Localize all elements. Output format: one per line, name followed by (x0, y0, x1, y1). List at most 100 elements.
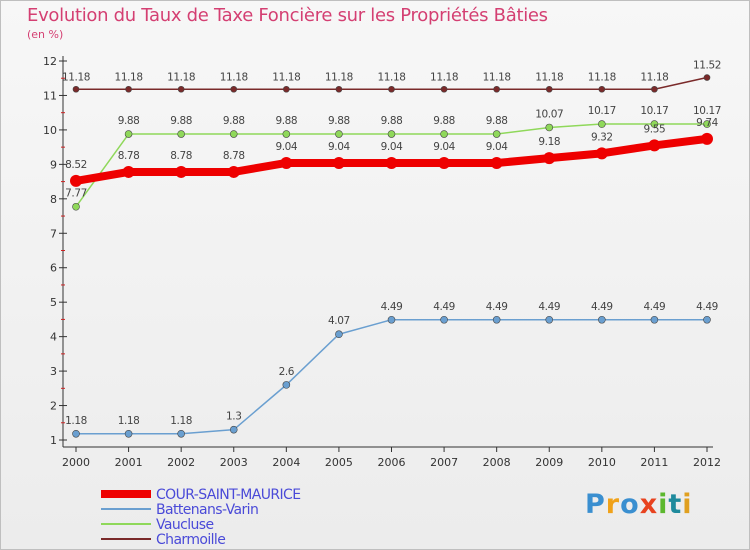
data-point-cour-saint-maurice-2006 (385, 156, 398, 169)
data-label-vaucluse-2010: 10.17 (588, 105, 616, 117)
data-point-battenans-varin-2012 (703, 315, 711, 324)
data-point-charmoille-2003 (230, 85, 238, 93)
x-tick-label-2009: 2009 (535, 456, 563, 469)
y-tick-label-1: 1 (50, 434, 57, 447)
y-tick-label-5: 5 (50, 296, 57, 309)
data-label-battenans-varin-2010: 4.49 (591, 301, 613, 313)
data-point-battenans-varin-2010 (598, 315, 606, 324)
data-label-cour-saint-maurice-2004: 9.04 (275, 141, 297, 153)
data-point-cour-saint-maurice-2004 (280, 156, 293, 169)
data-label-charmoille-2006: 11.18 (377, 71, 405, 83)
logo-letter: i (682, 489, 693, 520)
x-tick-label-2005: 2005 (325, 456, 353, 469)
data-point-charmoille-2010 (598, 85, 606, 93)
data-label-vaucluse-2003: 9.88 (223, 115, 245, 127)
data-label-cour-saint-maurice-2010: 9.32 (591, 131, 613, 143)
data-label-cour-saint-maurice-2006: 9.04 (381, 141, 403, 153)
data-point-cour-saint-maurice-2011 (648, 139, 661, 152)
data-label-vaucluse-2008: 9.88 (486, 115, 508, 127)
data-point-vaucluse-2011 (650, 120, 659, 128)
data-point-vaucluse-2003 (229, 130, 238, 138)
data-point-cour-saint-maurice-2008 (490, 156, 503, 169)
data-label-battenans-varin-2007: 4.49 (433, 301, 455, 313)
data-label-battenans-varin-2012: 4.49 (696, 301, 718, 313)
data-label-cour-saint-maurice-2001: 8.78 (118, 150, 140, 162)
data-point-cour-saint-maurice-2009 (543, 152, 556, 165)
data-point-battenans-varin-2001 (124, 429, 133, 438)
data-label-charmoille-2004: 11.18 (272, 71, 300, 83)
data-point-vaucluse-2002 (177, 130, 185, 138)
x-tick-label-2000: 2000 (62, 456, 90, 469)
chart-subtitle: (en %) (27, 28, 64, 41)
data-label-battenans-varin-2008: 4.49 (486, 301, 508, 313)
data-point-charmoille-2012 (703, 74, 711, 81)
data-point-battenans-varin-2005 (335, 330, 343, 339)
legend-label-charmoille: Charmoille (156, 532, 225, 548)
data-label-charmoille-2002: 11.18 (167, 71, 195, 83)
data-point-battenans-varin-2000 (72, 429, 80, 438)
y-tick-label-11: 11 (43, 89, 57, 102)
x-tick-label-2010: 2010 (588, 456, 616, 469)
data-label-vaucluse-2005: 9.88 (328, 115, 350, 127)
data-point-charmoille-2011 (651, 85, 658, 93)
y-tick-label-4: 4 (50, 331, 57, 344)
y-tick-label-2: 2 (50, 400, 57, 413)
legend-label-vaucluse: Vaucluse (156, 517, 214, 533)
data-point-cour-saint-maurice-2003 (227, 165, 240, 178)
y-tick-label-9: 9 (50, 158, 57, 171)
data-label-cour-saint-maurice-2007: 9.04 (433, 141, 455, 153)
y-tick-label-8: 8 (50, 193, 57, 206)
chart-title: Evolution du Taux de Taxe Foncière sur l… (27, 5, 548, 26)
data-label-vaucluse-2012: 10.17 (693, 105, 721, 117)
data-label-cour-saint-maurice-2002: 8.78 (170, 150, 192, 162)
data-label-cour-saint-maurice-2005: 9.04 (328, 141, 350, 153)
data-label-cour-saint-maurice-2003: 8.78 (223, 150, 245, 162)
data-label-vaucluse-2000: 7.77 (65, 188, 87, 200)
y-tick-label-6: 6 (50, 262, 57, 275)
data-label-vaucluse-2002: 9.88 (170, 115, 192, 127)
data-label-battenans-varin-2005: 4.07 (328, 315, 350, 327)
data-label-battenans-varin-2001: 1.18 (118, 415, 140, 427)
data-point-charmoille-2000 (72, 85, 80, 93)
y-tick-label-7: 7 (50, 227, 57, 240)
data-point-vaucluse-2001 (124, 130, 133, 138)
logo-letter: x (639, 489, 659, 520)
data-label-charmoille-2009: 11.18 (535, 71, 563, 83)
data-point-charmoille-2005 (335, 85, 343, 93)
data-point-charmoille-2009 (545, 85, 553, 93)
data-label-cour-saint-maurice-2008: 9.04 (486, 141, 508, 153)
logo-letter: r (605, 489, 621, 520)
legend-label-battenans-varin: Battenans-Varin (156, 502, 258, 518)
data-label-charmoille-2000: 11.18 (62, 71, 90, 83)
data-point-battenans-varin-2008 (492, 315, 501, 324)
data-label-vaucluse-2011: 10.17 (640, 105, 668, 117)
data-label-vaucluse-2001: 9.88 (118, 115, 140, 127)
data-label-charmoille-2003: 11.18 (220, 71, 248, 83)
data-label-charmoille-2011: 11.18 (640, 71, 668, 83)
data-label-cour-saint-maurice-2000: 8.52 (65, 159, 87, 171)
data-point-battenans-varin-2002 (177, 429, 185, 438)
data-label-battenans-varin-2004: 2.6 (279, 366, 295, 378)
proxiti-logo: Proxiti (585, 489, 693, 520)
data-point-charmoille-2007 (440, 85, 448, 93)
data-label-charmoille-2010: 11.18 (588, 71, 616, 83)
data-label-vaucluse-2007: 9.88 (433, 115, 455, 127)
data-label-cour-saint-maurice-2009: 9.18 (538, 136, 560, 148)
x-tick-label-2012: 2012 (693, 456, 721, 469)
x-tick-label-2004: 2004 (272, 456, 300, 469)
data-point-vaucluse-2008 (492, 130, 501, 138)
logo-letter: P (585, 489, 606, 520)
data-label-vaucluse-2004: 9.88 (275, 115, 297, 127)
data-point-cour-saint-maurice-2000 (70, 174, 82, 187)
data-point-charmoille-2008 (493, 85, 500, 93)
data-label-charmoille-2008: 11.18 (483, 71, 511, 83)
data-label-battenans-varin-2006: 4.49 (381, 301, 403, 313)
data-point-charmoille-2006 (388, 85, 395, 93)
x-tick-label-2003: 2003 (220, 456, 248, 469)
data-point-cour-saint-maurice-2010 (595, 147, 608, 160)
y-tick-label-10: 10 (43, 124, 57, 137)
data-label-charmoille-2005: 11.18 (325, 71, 353, 83)
data-point-vaucluse-2010 (598, 120, 606, 128)
x-tick-label-2001: 2001 (115, 456, 143, 469)
